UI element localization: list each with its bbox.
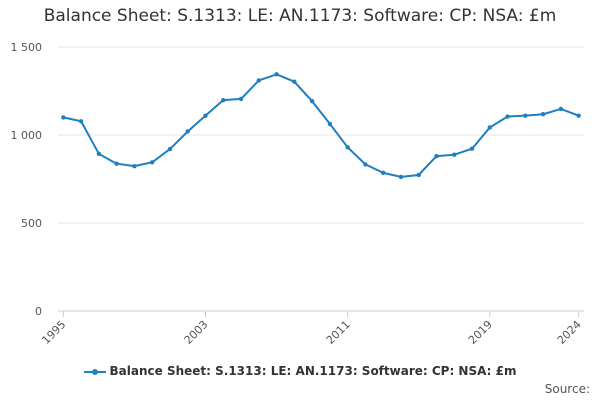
chart-title: Balance Sheet: S.1313: LE: AN.1173: Soft…	[43, 6, 557, 26]
x-tick-label: 1995	[39, 318, 68, 347]
data-point[interactable]	[416, 172, 421, 178]
data-point[interactable]	[452, 152, 457, 157]
data-point[interactable]	[558, 106, 564, 112]
data-point[interactable]	[221, 97, 226, 103]
data-point[interactable]	[505, 114, 510, 119]
data-point[interactable]	[487, 125, 493, 130]
data-point[interactable]	[256, 78, 262, 83]
legend-marker-icon	[83, 367, 106, 377]
x-axis-ticks: 1995 2003 2011 2019 2024	[39, 311, 584, 347]
series-line[interactable]	[62, 73, 580, 178]
y-tick-label: 0	[35, 305, 42, 318]
data-point[interactable]	[238, 96, 244, 102]
data-point[interactable]	[185, 129, 190, 134]
legend[interactable]: Balance Sheet: S.1313: LE: AN.1173: Soft…	[0, 364, 600, 378]
data-point[interactable]	[363, 162, 368, 167]
data-point[interactable]	[96, 151, 102, 157]
data-point[interactable]	[149, 160, 155, 165]
data-point[interactable]	[167, 146, 173, 152]
data-point[interactable]	[132, 163, 137, 169]
y-tick-label: 500	[21, 217, 42, 230]
data-point[interactable]	[274, 72, 279, 77]
x-tick-label: 2024	[555, 318, 584, 347]
y-axis-ticks: 0 500 1 000 1 500	[11, 41, 43, 318]
source-credit[interactable]: Source:	[544, 382, 590, 396]
data-point[interactable]	[523, 113, 528, 118]
x-tick-label: 2003	[182, 318, 211, 347]
data-point[interactable]	[345, 145, 350, 150]
data-point[interactable]	[114, 161, 119, 166]
data-point[interactable]	[540, 112, 546, 117]
y-tick-label: 1 500	[11, 41, 43, 54]
data-point[interactable]	[292, 79, 297, 84]
data-point[interactable]	[61, 115, 66, 120]
x-tick-label: 2011	[324, 318, 353, 347]
data-point[interactable]	[469, 146, 475, 151]
data-point[interactable]	[203, 113, 208, 118]
data-point[interactable]	[434, 153, 439, 159]
data-point[interactable]	[327, 121, 333, 127]
series-layer[interactable]	[61, 72, 581, 180]
data-point[interactable]	[576, 113, 581, 118]
y-tick-label: 1 000	[11, 129, 43, 142]
data-point[interactable]	[398, 174, 404, 180]
data-point[interactable]	[78, 119, 84, 124]
x-tick-label: 2019	[466, 318, 495, 347]
data-point[interactable]	[309, 99, 315, 104]
legend-label[interactable]: Balance Sheet: S.1313: LE: AN.1173: Soft…	[109, 364, 517, 378]
data-point[interactable]	[380, 170, 386, 176]
grid-lines	[58, 46, 584, 224]
